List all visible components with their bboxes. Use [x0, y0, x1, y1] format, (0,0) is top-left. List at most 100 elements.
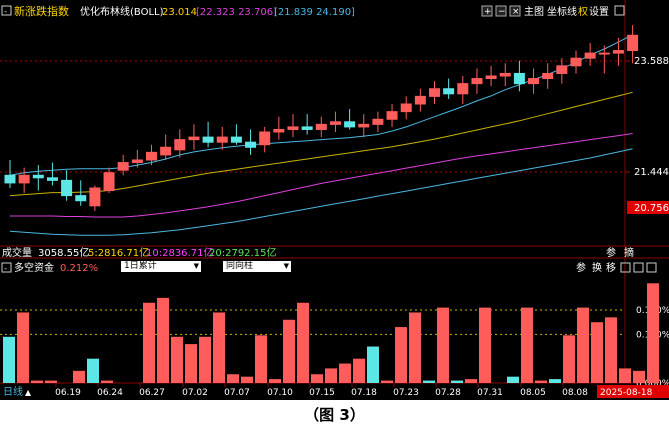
period-triangle-icon[interactable]: ▲: [25, 388, 32, 397]
candle: [103, 167, 115, 194]
candle-body: [287, 126, 299, 130]
candle-body: [160, 146, 172, 156]
candle-body: [46, 177, 58, 181]
candle: [443, 78, 455, 99]
candle: [18, 167, 30, 194]
sub-up-icon[interactable]: [620, 262, 631, 273]
candle-body: [61, 179, 73, 197]
fund-bar: [409, 312, 421, 383]
fund-bar: [381, 380, 393, 383]
candle-body: [414, 95, 426, 105]
fund-bar: [507, 376, 519, 383]
candle: [358, 114, 370, 138]
fund-bar: [535, 380, 547, 383]
fund-bar: [3, 336, 15, 383]
svg-text:+: +: [484, 7, 492, 17]
candle-body: [18, 174, 30, 184]
sub-param-button[interactable]: 参: [576, 261, 586, 274]
candle: [414, 88, 426, 112]
rights-button[interactable]: 权: [578, 5, 588, 18]
fund-bar: [31, 380, 43, 383]
candle: [46, 162, 58, 186]
candle-body: [230, 136, 242, 143]
accumulation-dropdown[interactable]: 1日累计 ▼: [121, 261, 201, 272]
sub-bars: [3, 283, 659, 383]
candle: [160, 134, 172, 160]
stock-chart-window: - 新涨跌指数 优化布林线(BOLL) 23.014 [22.323 23.70…: [0, 0, 669, 400]
candle: [117, 154, 129, 176]
sub-move-button[interactable]: 移: [606, 261, 616, 274]
volume-param-button[interactable]: 参: [606, 246, 616, 259]
candle: [513, 60, 525, 92]
current-price-box: [627, 201, 669, 214]
candle-body: [32, 174, 44, 179]
candle: [230, 124, 242, 145]
price-label-lower: 21.444: [634, 167, 669, 178]
fund-bar: [451, 380, 463, 383]
candle-body: [499, 72, 511, 77]
candle-body: [131, 159, 143, 164]
date-axis: 日线 ▲ 06.19 06.24 06.27 07.02 07.07 07.10 07.15…: [3, 383, 669, 398]
candle-body: [301, 126, 313, 130]
fund-bar: [437, 307, 449, 383]
volume-ma20: 20:2792.15亿: [209, 246, 276, 259]
candle: [329, 111, 341, 132]
candles: [4, 25, 639, 211]
candle: [202, 121, 214, 148]
fund-bar: [633, 370, 645, 383]
fund-bar: [367, 346, 379, 383]
candle-body: [485, 75, 497, 80]
sub-close-icon[interactable]: [646, 262, 657, 273]
volume-switch-button[interactable]: 摘: [624, 246, 634, 259]
fund-bar: [283, 319, 295, 383]
candle-body: [584, 52, 596, 59]
sub-collapse-icon[interactable]: [1, 262, 12, 273]
indicator-name[interactable]: 优化布林线(BOLL): [80, 5, 164, 18]
candle: [89, 185, 101, 211]
candle-body: [273, 128, 285, 133]
candle: [75, 180, 87, 206]
fund-bar: [423, 380, 435, 383]
window-icon[interactable]: [614, 5, 625, 16]
candle: [372, 111, 384, 132]
main-chart-button[interactable]: 主图: [524, 6, 544, 18]
sub-switch-button[interactable]: 换: [592, 261, 602, 274]
candle: [556, 58, 568, 84]
fund-bar: [17, 312, 29, 383]
period-label[interactable]: 日线: [3, 385, 23, 398]
candle-body: [556, 65, 568, 74]
settings-button[interactable]: 设置: [589, 6, 609, 18]
boll-band2-value: [21.839 24.190]: [274, 7, 355, 18]
close-icon[interactable]: [509, 5, 521, 17]
zoom-out-icon[interactable]: [495, 5, 507, 17]
candle-body: [528, 78, 540, 85]
candle: [485, 65, 497, 87]
price-label-upper: 23.588: [634, 56, 669, 67]
candle: [315, 116, 327, 138]
candle-body: [344, 121, 356, 128]
zoom-in-icon[interactable]: [481, 5, 493, 17]
chevron-down-icon: ▼: [283, 262, 289, 270]
fund-bar: [353, 358, 365, 383]
candle-body: [216, 136, 228, 143]
sub-down-icon[interactable]: [633, 262, 644, 273]
fund-bar: [87, 358, 99, 383]
candle: [188, 124, 200, 150]
fund-bar: [45, 380, 57, 383]
fund-bar: [549, 379, 561, 383]
candle-body: [174, 139, 186, 151]
candle-body: [259, 131, 271, 146]
coord-line-button[interactable]: 坐标线: [547, 5, 577, 18]
chart-canvas: - 新涨跌指数 优化布林线(BOLL) 23.014 [22.323 23.70…: [0, 0, 669, 400]
bar-style-dropdown[interactable]: 同向柱 ▼: [223, 261, 291, 272]
date-tick-label: 06.24: [97, 388, 123, 398]
fund-bar: [577, 307, 589, 383]
date-tick-label: 07.31: [477, 388, 503, 398]
fund-bar: [255, 335, 267, 383]
candle: [386, 104, 398, 127]
collapse-icon[interactable]: [1, 5, 12, 16]
candle-body: [117, 162, 129, 171]
figure-caption: （图 3）: [304, 406, 365, 424]
candle-body: [103, 172, 115, 192]
candle-body: [75, 195, 87, 202]
